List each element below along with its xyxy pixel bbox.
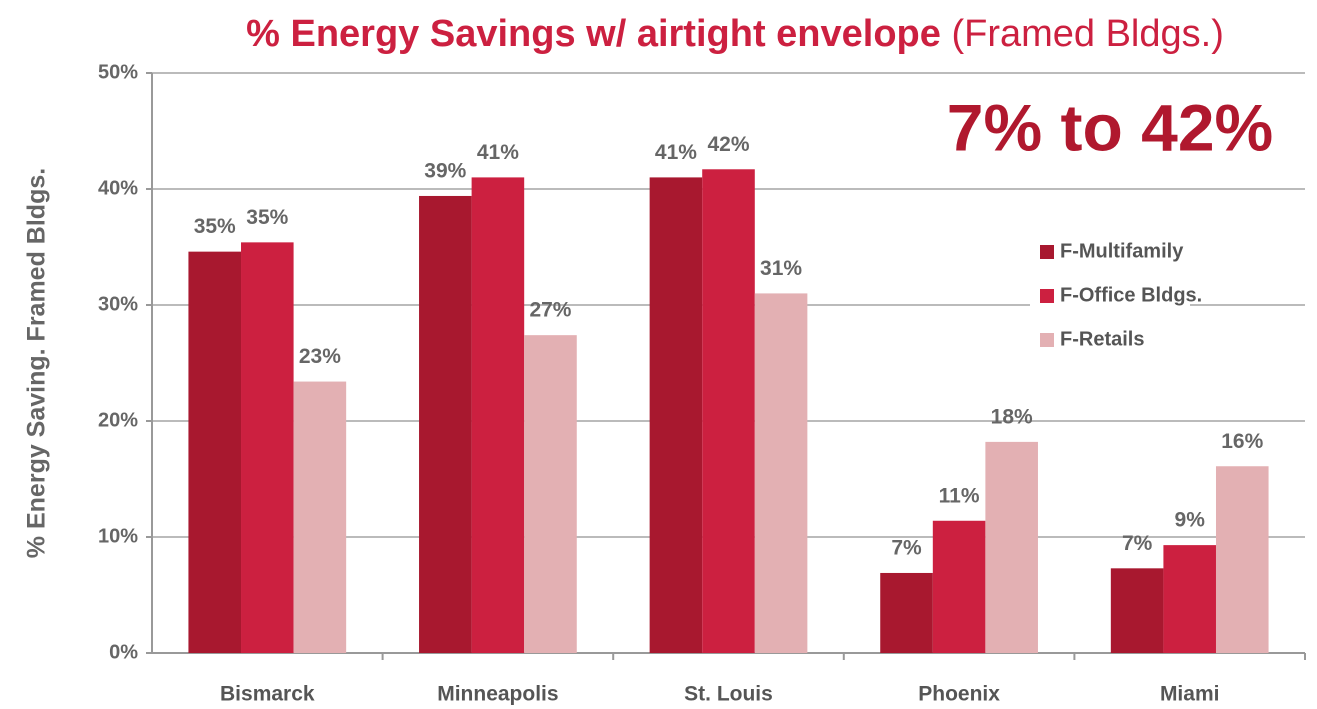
legend-swatch — [1040, 289, 1054, 303]
value-label: 16% — [1221, 430, 1263, 453]
value-label: 35% — [246, 206, 288, 229]
bar — [241, 242, 294, 654]
value-label: 9% — [1175, 509, 1206, 532]
y-tick-label: 30% — [98, 293, 138, 315]
legend-swatch — [1040, 245, 1054, 259]
y-tick-label: 50% — [98, 61, 138, 83]
bar — [1110, 568, 1164, 653]
value-label: 31% — [760, 257, 802, 280]
value-label: 39% — [424, 160, 466, 183]
value-label: 23% — [299, 345, 341, 368]
x-tick-label: Phoenix — [918, 683, 1000, 706]
y-tick-label: 40% — [98, 177, 138, 199]
bar — [1215, 466, 1269, 653]
bar — [471, 177, 525, 653]
title-main: % Energy Savings w/ airtight envelope — [246, 13, 941, 55]
bar — [754, 293, 808, 653]
value-label: 27% — [529, 299, 571, 322]
y-axis-label: % Energy Saving. Framed Bldgs. — [23, 168, 51, 558]
legend-label: F-Multifamily — [1060, 240, 1184, 262]
value-label: 7% — [891, 537, 922, 560]
legend-box — [1030, 232, 1190, 362]
value-label: 18% — [991, 405, 1033, 428]
y-tick-label: 0% — [109, 641, 138, 663]
x-tick-label: Miami — [1160, 683, 1220, 706]
value-label: 11% — [939, 484, 980, 507]
x-tick-label: St. Louis — [684, 683, 773, 706]
legend-label: F-Office Bldgs. — [1060, 284, 1202, 306]
bar — [702, 169, 755, 653]
y-tick-label: 10% — [98, 525, 138, 547]
chart-title: % Energy Savings w/ airtight envelope (F… — [246, 13, 1224, 55]
value-label: 35% — [194, 215, 236, 238]
bar — [649, 177, 703, 653]
value-label: 42% — [707, 133, 749, 156]
bar — [419, 195, 472, 653]
bar — [880, 572, 933, 653]
bar — [932, 520, 986, 653]
bar — [1163, 545, 1216, 653]
value-label: 7% — [1122, 532, 1153, 555]
bar — [293, 381, 347, 653]
y-tick-label: 20% — [98, 409, 138, 431]
bar — [524, 335, 577, 653]
bar — [188, 251, 242, 653]
legend-swatch — [1040, 333, 1054, 347]
x-tick-label: Minneapolis — [437, 683, 558, 706]
legend-label: F-Retails — [1060, 328, 1144, 350]
value-label: 41% — [655, 141, 697, 164]
x-tick-label: Bismarck — [220, 683, 315, 706]
bar — [985, 441, 1038, 653]
title-suffix: (Framed Bldgs.) — [951, 13, 1223, 55]
value-label: 41% — [477, 141, 519, 164]
annotation: 7% to 42% — [947, 90, 1273, 164]
